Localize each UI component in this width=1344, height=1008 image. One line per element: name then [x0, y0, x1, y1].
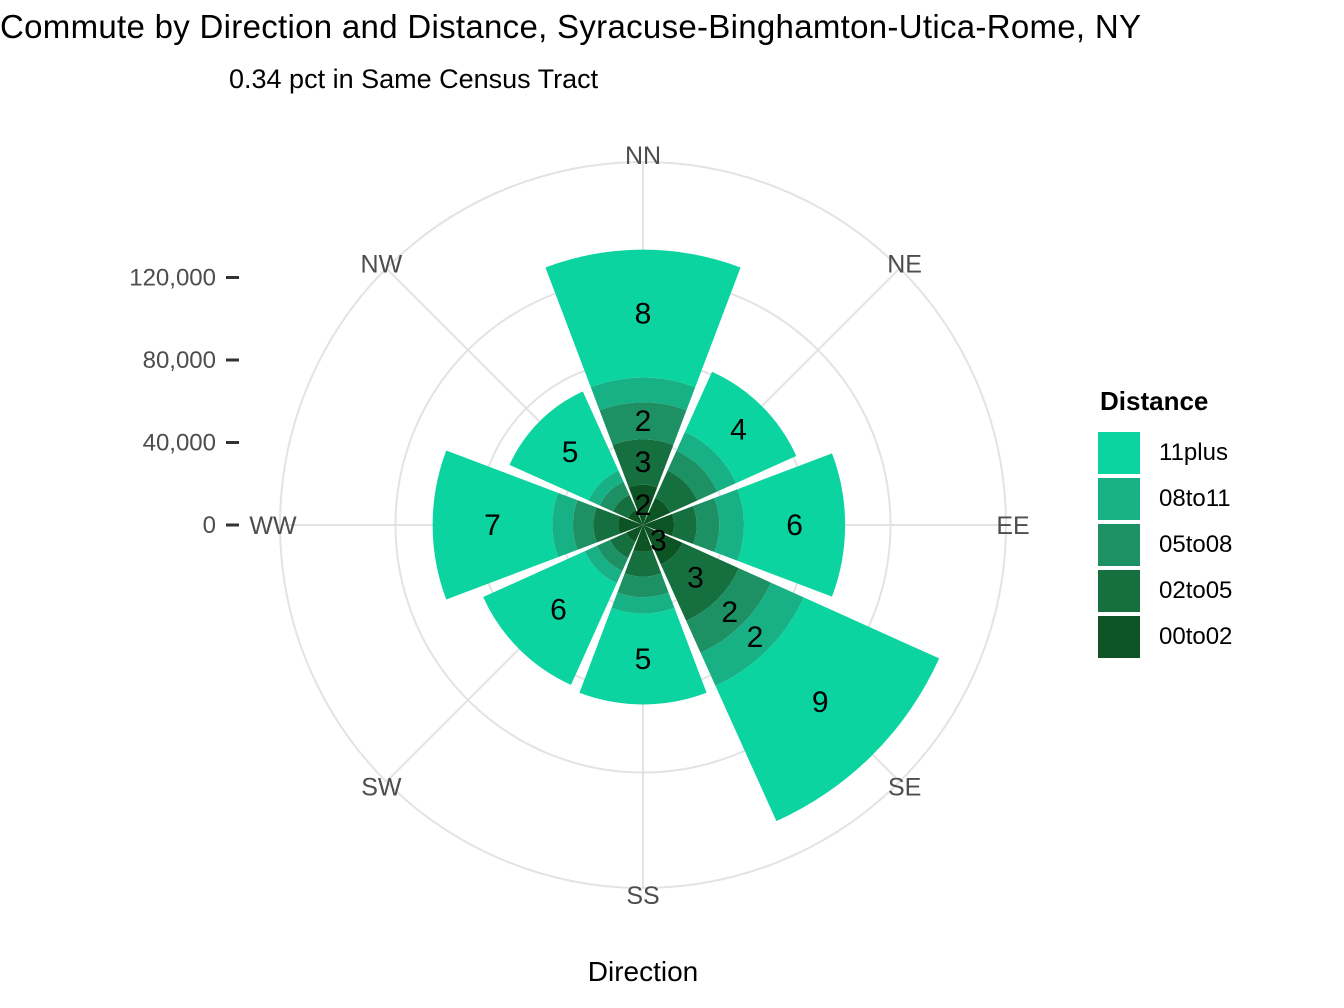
wedge-SS-00to02 [633, 525, 653, 552]
legend-item-11plus: 11plus [1098, 430, 1232, 476]
wedge-NE-00to02 [643, 497, 671, 525]
radial-tick-label: 120,000 [129, 265, 216, 292]
wedge-SW-05to08 [596, 539, 629, 572]
wedge-NW-08to11 [588, 470, 624, 506]
wedge-EE-00to02 [643, 514, 674, 536]
wedge-WW-02to05 [593, 507, 620, 543]
segment-label-NN-11plus: 8 [635, 298, 652, 331]
segment-label-NN-02to05: 3 [635, 446, 652, 479]
segment-label-SE-11plus: 9 [812, 686, 829, 719]
legend-swatch-05to08 [1098, 524, 1140, 566]
wedge-SE-00to02 [643, 525, 683, 565]
chart-subtitle: 0.34 pct in Same Census Tract [229, 64, 599, 94]
wedge-SS-08to11 [611, 592, 675, 614]
wedge-NE-05to08 [667, 450, 718, 501]
wedge-EE-02to05 [671, 506, 697, 544]
direction-label-EE: EE [996, 512, 1029, 540]
x-axis-title: Direction [587, 956, 699, 987]
wedge-WW-05to08 [572, 500, 597, 550]
segment-label-SE-02to05: 3 [687, 562, 704, 595]
wedge-SE-08to11 [700, 582, 804, 686]
direction-label-NW: NW [361, 250, 403, 278]
legend-label: 11plus [1159, 439, 1228, 466]
segment-label-NE-11plus: 4 [730, 413, 747, 446]
legend-label: 08to11 [1159, 485, 1231, 512]
wedge-NN-02to05 [612, 439, 674, 488]
radial-tick-label: 40,000 [143, 430, 216, 457]
legend-title: Distance [1100, 386, 1209, 416]
wedge-SE-11plus [715, 597, 940, 822]
wedge-NN-00to02 [628, 484, 658, 525]
radial-tick-label: 0 [203, 512, 216, 539]
wedge-SS-02to05 [624, 550, 662, 577]
segment-label-SE-05to08: 2 [721, 596, 738, 629]
direction-label-SW: SW [361, 774, 402, 802]
chart-title: Commute by Direction and Distance, Syrac… [0, 8, 1142, 45]
direction-label-SE: SE [888, 774, 921, 802]
wedge-NE-11plus [684, 371, 797, 484]
direction-label-NN: NN [625, 142, 661, 170]
legend-label: 00to02 [1159, 623, 1233, 650]
segment-label-SE-00to02: 3 [650, 524, 667, 557]
segment-label-EE-11plus: 6 [786, 509, 803, 542]
wedge-SS-05to08 [617, 573, 669, 598]
wedge-NE-08to11 [676, 431, 737, 492]
segment-label-SW-11plus: 6 [550, 594, 567, 627]
wedge-SE-02to05 [660, 542, 739, 621]
wedge-NW-02to05 [612, 494, 637, 519]
direction-label-SS: SS [626, 882, 659, 910]
legend-item-05to08: 05to08 [1098, 522, 1232, 568]
legend-item-02to05: 02to05 [1098, 568, 1232, 614]
legend-swatch-11plus [1098, 432, 1140, 474]
wedge-EE-11plus [737, 453, 846, 597]
legend-swatch-00to02 [1098, 616, 1140, 658]
legend-swatch-02to05 [1098, 570, 1140, 612]
wedge-SS-11plus [579, 607, 707, 705]
legend-item-08to11: 08to11 [1098, 476, 1232, 522]
wedge-NE-02to05 [655, 470, 698, 513]
wedge-WW-00to02 [618, 516, 643, 534]
wedge-NN-11plus [545, 249, 741, 388]
wedge-NN-05to08 [599, 402, 687, 445]
wedge-WW-11plus [432, 450, 559, 600]
wedge-SW-11plus [483, 551, 617, 685]
direction-label-WW: WW [249, 512, 297, 540]
wedge-EE-05to08 [693, 497, 720, 553]
wedge-SW-02to05 [610, 532, 636, 558]
segment-label-WW-11plus: 7 [484, 509, 501, 542]
legend-label: 02to05 [1159, 577, 1233, 604]
segment-label-NW-11plus: 5 [562, 436, 579, 469]
wedge-NW-05to08 [599, 481, 630, 512]
legend-label: 05to08 [1159, 531, 1233, 558]
wedge-NW-11plus [509, 391, 619, 501]
wedge-SW-00to02 [626, 525, 643, 542]
wedge-NW-00to02 [627, 509, 643, 525]
legend-item-00to02: 00to02 [1098, 614, 1232, 660]
segment-label-NN-05to08: 2 [635, 405, 652, 438]
segment-label-SE-08to11: 2 [747, 621, 764, 654]
direction-label-NE: NE [887, 250, 922, 278]
wedge-EE-08to11 [714, 489, 745, 561]
segment-label-NN-00to02: 2 [635, 489, 652, 522]
legend-swatch-08to11 [1098, 478, 1140, 520]
radial-tick-label: 80,000 [143, 347, 216, 374]
segment-label-SS-11plus: 5 [635, 643, 652, 676]
wedge-WW-08to11 [552, 492, 578, 558]
legend: Distance 11plus 08to11 05to08 02to05 00t… [1098, 386, 1232, 660]
wedge-SE-05to08 [686, 568, 771, 653]
wedge-NN-08to11 [590, 377, 696, 411]
wedge-SW-08to11 [584, 545, 623, 584]
